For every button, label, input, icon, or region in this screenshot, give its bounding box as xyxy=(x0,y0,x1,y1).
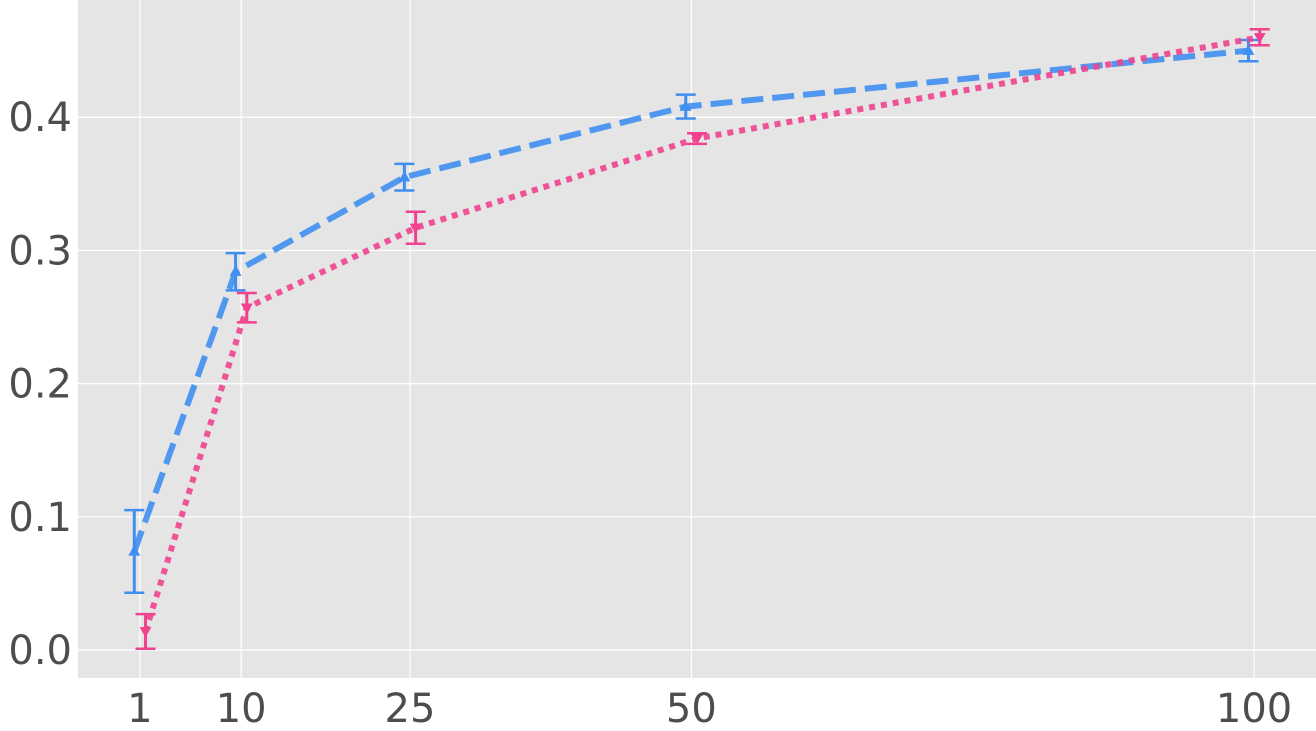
data-point xyxy=(679,100,692,111)
series-2 xyxy=(135,28,1270,650)
data-point xyxy=(1242,44,1255,55)
series-layer xyxy=(124,28,1270,650)
grid-lines xyxy=(78,0,1316,678)
y-tick-label: 0.2 xyxy=(8,362,72,408)
y-tick-label: 0.4 xyxy=(8,95,72,141)
y-tick-label: 0.0 xyxy=(8,628,72,674)
data-point xyxy=(139,627,152,638)
series-line xyxy=(142,34,1261,633)
x-tick-label: 100 xyxy=(1216,686,1292,731)
x-tick-label: 10 xyxy=(216,686,267,731)
plot-area xyxy=(78,0,1316,678)
data-point xyxy=(128,545,141,556)
x-tick-label: 25 xyxy=(385,686,436,731)
x-tick-label: 50 xyxy=(666,686,717,731)
data-point xyxy=(229,265,242,276)
data-point xyxy=(409,223,422,234)
x-tick-label: 1 xyxy=(127,686,152,731)
y-tick-label: 0.1 xyxy=(8,495,72,541)
data-point xyxy=(240,303,253,314)
series-1 xyxy=(124,38,1259,595)
series-line xyxy=(131,47,1249,553)
data-point xyxy=(691,134,703,145)
y-axis-ticks: 0.0 0.1 0.2 0.3 0.4 xyxy=(8,95,72,674)
data-point xyxy=(398,171,411,182)
data-point xyxy=(1253,33,1266,44)
y-tick-label: 0.3 xyxy=(8,228,72,274)
x-axis-ticks: 1 10 25 50 100 xyxy=(127,686,1292,731)
